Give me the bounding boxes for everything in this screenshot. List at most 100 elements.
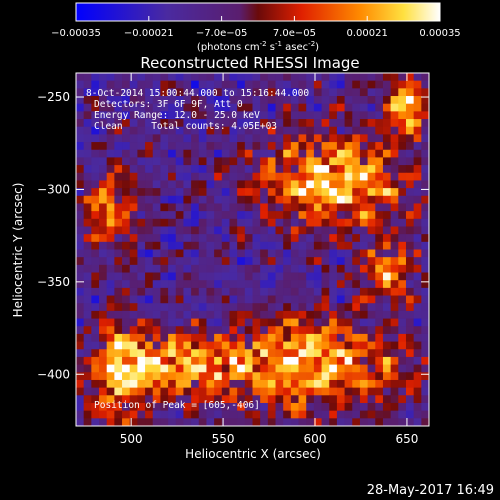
heatmap-cell (206, 88, 215, 97)
heatmap-cell (290, 157, 299, 166)
heatmap-cell (221, 126, 230, 135)
heatmap-cell (344, 96, 353, 105)
heatmap-cell (244, 234, 253, 243)
heatmap-cell (260, 402, 269, 412)
heatmap-cell (336, 73, 345, 82)
heatmap-cell (375, 149, 384, 158)
heatmap-cell (129, 149, 138, 158)
heatmap-cell (129, 218, 138, 227)
heatmap-cell (375, 287, 384, 296)
heatmap-cell (344, 356, 353, 365)
heatmap-cell (160, 303, 169, 312)
heatmap-cell (298, 126, 307, 135)
heatmap-cell (122, 395, 131, 404)
heatmap-cell (145, 126, 154, 135)
heatmap-cell (398, 195, 407, 204)
heatmap-cell (191, 180, 200, 189)
heatmap-cell (175, 111, 184, 120)
heatmap-cell (175, 103, 184, 112)
heatmap-cell (375, 195, 384, 204)
heatmap-cell (221, 310, 230, 319)
heatmap-cell (344, 387, 353, 396)
heatmap-cell (122, 257, 131, 266)
heatmap-cell (367, 349, 376, 358)
heatmap-cell (405, 103, 415, 112)
heatmap-cell (421, 73, 429, 82)
heatmap-cell (352, 341, 361, 350)
heatmap-cell (421, 310, 429, 319)
heatmap-cell (129, 211, 138, 220)
heatmap-cell (106, 318, 115, 327)
heatmap-cell (198, 80, 207, 89)
heatmap-cell (306, 111, 315, 120)
heatmap-cell (198, 149, 207, 158)
heatmap-cell (214, 211, 223, 220)
heatmap-cell (106, 226, 115, 235)
heatmap-cell (99, 272, 108, 281)
heatmap-cell (122, 211, 131, 220)
heatmap-cell (137, 318, 146, 327)
heatmap-cell (99, 341, 108, 350)
heatmap-cell (375, 280, 384, 289)
heatmap-cell (191, 165, 200, 174)
heatmap-cell (329, 180, 338, 189)
heatmap-cell (83, 134, 92, 143)
heatmap-cell (352, 165, 361, 174)
heatmap-cell (352, 203, 361, 212)
heatmap-cell (306, 349, 315, 358)
heatmap-cell (152, 272, 161, 281)
heatmap-cell (321, 395, 330, 404)
heatmap-cell (183, 295, 192, 304)
heatmap-cell (329, 211, 338, 220)
heatmap-cell (183, 180, 192, 189)
heatmap-cell (137, 226, 146, 235)
heatmap-cell (152, 333, 161, 342)
heatmap-cell (198, 126, 207, 135)
heatmap-cell (321, 402, 330, 412)
heatmap-cell (191, 73, 200, 82)
heatmap-cell (183, 264, 192, 273)
heatmap-cell (359, 395, 368, 404)
heatmap-cell (344, 410, 353, 419)
heatmap-cell (405, 172, 415, 181)
heatmap-cell (390, 149, 399, 158)
heatmap-cell (413, 96, 422, 105)
heatmap-cell (83, 180, 92, 189)
heatmap-cell (359, 272, 368, 281)
heatmap-cell (129, 249, 138, 258)
heatmap-cell (283, 364, 292, 373)
heatmap-cell (168, 326, 177, 335)
heatmap-cell (76, 379, 85, 389)
heatmap-cell (390, 326, 399, 335)
heatmap-cell (91, 126, 100, 135)
heatmap-cell (175, 241, 184, 250)
heatmap-cell (129, 226, 138, 235)
heatmap-cell (321, 341, 330, 350)
heatmap-cell (313, 280, 322, 289)
heatmap-cell (382, 272, 392, 281)
heatmap-cell (191, 226, 200, 235)
heatmap-cell (244, 287, 253, 296)
heatmap-cell (413, 364, 422, 373)
heatmap-cell (191, 364, 200, 373)
heatmap-cell (160, 119, 169, 128)
heatmap-cell (244, 326, 253, 335)
heatmap-cell (336, 326, 345, 335)
heatmap-cell (83, 349, 92, 358)
heatmap-cell (221, 211, 230, 220)
heatmap-cell (321, 234, 330, 243)
heatmap-cell (229, 395, 238, 404)
heatmap-cell (168, 103, 177, 112)
heatmap-cell (390, 203, 399, 212)
heatmap-cell (137, 126, 146, 135)
heatmap-cell (191, 418, 200, 426)
heatmap-cell (398, 295, 407, 304)
heatmap-cell (329, 349, 338, 358)
heatmap-cell (160, 96, 169, 105)
heatmap-cell (160, 280, 169, 289)
heatmap-cell (129, 287, 138, 296)
heatmap-cell (106, 234, 115, 243)
heatmap-cell (329, 188, 338, 197)
heatmap-cell (405, 157, 415, 166)
heatmap-cell (336, 280, 345, 289)
